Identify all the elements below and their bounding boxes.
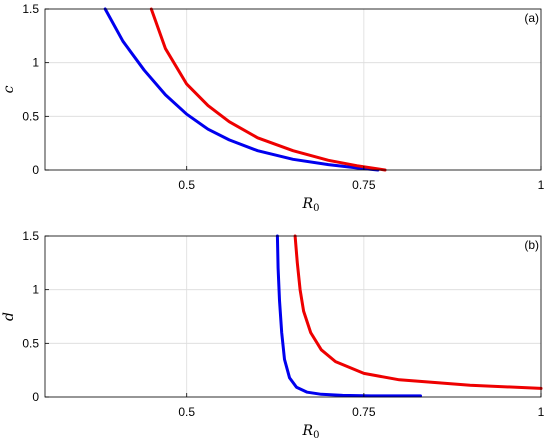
panel-a-xticks: 0.5 0.75 1 [178,166,545,192]
panel-a-xlabel-sub: 0 [313,203,319,214]
panel-b-grid [45,235,542,398]
panel-b-ylabel: d [1,312,17,321]
panel-b-xlabel-main: R [302,423,314,439]
panel-a-ytick-label: 1 [32,56,39,70]
panel-b-curves [275,234,543,398]
panel-b: 0.5 0.75 1 00.511.5 (b) d R0 [1,229,545,441]
panel-b-xtick-label: 1 [538,405,545,419]
panel-a-frame [44,8,542,171]
panel-a-label: (a) [524,11,539,25]
panel-a-xtick-label: 1 [538,178,545,192]
panel-a-xtick-label: 0.5 [178,178,195,192]
panel-a-red-curve [149,7,387,172]
panel-b-xtick-label: 0.5 [178,405,195,419]
panel-a-xlabel: R0 [302,196,320,214]
panel-a: 0.5 0.75 1 00.511.5 (a) c R0 [1,2,545,214]
panel-b-ytick-label: 0.5 [22,336,39,350]
panel-b-blue-curve [275,234,422,398]
panel-a-yticks: 0 0.5 1 1.5 [22,2,49,177]
panel-b-xtick-label: 0.75 [352,405,376,419]
panel-b-ytick-label: 0 [32,390,39,404]
panel-b-frame [44,235,542,398]
panel-b-yticks: 0 0.5 1 1.5 [22,229,49,404]
panel-a-xtick-label: 0.75 [352,178,376,192]
panel-a-ytick-label: 0 [32,163,39,177]
panel-b-ytick-label: 1.5 [22,229,39,243]
panel-b-xlabel-sub: 0 [313,430,319,441]
panel-b-xlabel: R0 [302,423,320,441]
panel-b-xticks: 0.5 0.75 1 [178,393,545,419]
panel-a-blue-curve [103,7,380,172]
panel-a-xlabel-main: R [302,196,314,212]
panel-a-ylabel: c [1,85,17,93]
panel-a-ytick-label: 0.5 [22,109,39,123]
panel-a-ytick-label: 1.5 [22,2,39,16]
panel-b-ytick-label: 1 [32,283,39,297]
panel-a-curves [103,7,387,172]
panel-b-label: (b) [524,238,539,252]
panel-b-red-curve [293,234,543,390]
